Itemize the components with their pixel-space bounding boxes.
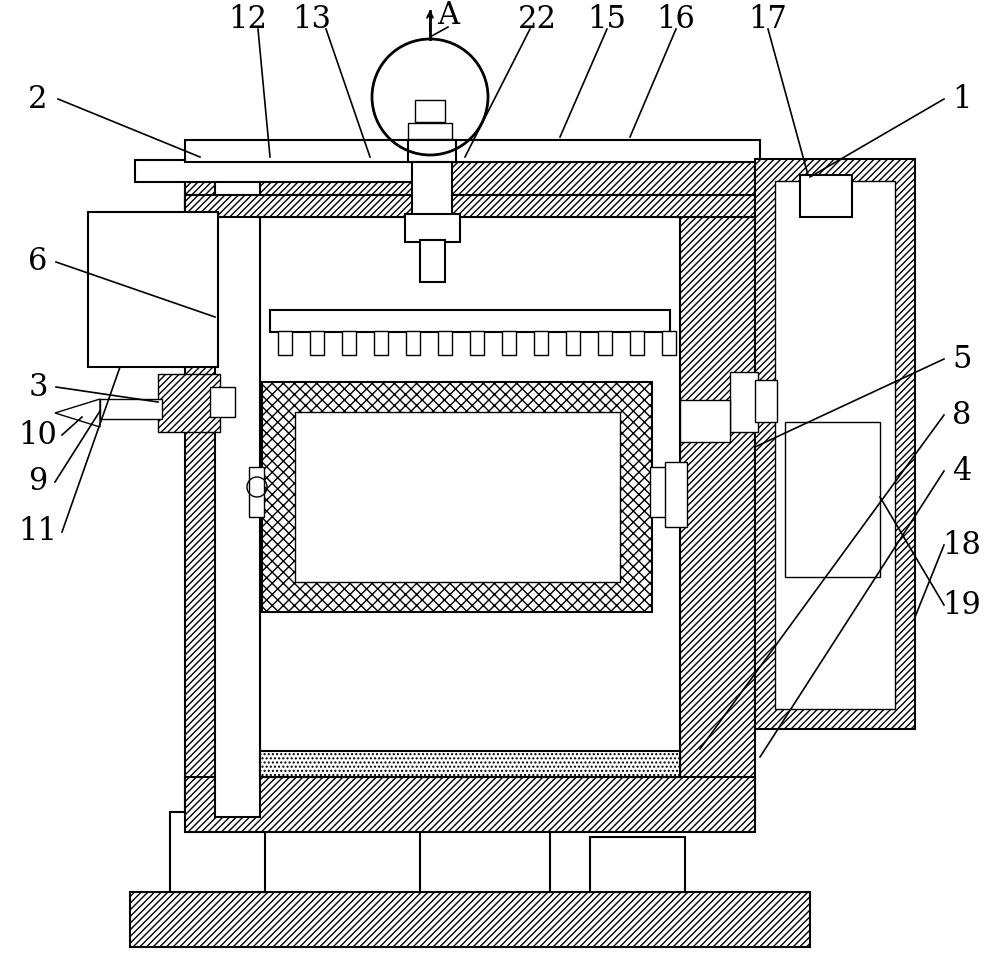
Bar xyxy=(260,217,680,777)
Bar xyxy=(295,412,620,582)
Bar xyxy=(502,331,516,355)
Text: 2: 2 xyxy=(28,83,48,114)
Bar xyxy=(185,187,260,812)
Text: A: A xyxy=(437,0,459,30)
Bar xyxy=(800,175,852,217)
Bar xyxy=(135,160,430,182)
Bar xyxy=(278,331,292,355)
Bar xyxy=(785,422,880,577)
Bar xyxy=(88,212,218,367)
Text: 16: 16 xyxy=(657,4,695,34)
Bar xyxy=(408,140,456,162)
Bar xyxy=(470,331,484,355)
Bar xyxy=(170,812,265,892)
Bar xyxy=(405,214,460,242)
Bar xyxy=(158,374,220,432)
Bar xyxy=(210,387,235,417)
Bar xyxy=(662,331,676,355)
Bar xyxy=(100,399,162,419)
Bar xyxy=(566,331,580,355)
Text: 6: 6 xyxy=(28,246,48,277)
Polygon shape xyxy=(55,399,100,427)
Bar xyxy=(775,181,895,709)
Text: 19: 19 xyxy=(943,589,981,620)
Text: 1: 1 xyxy=(952,83,972,114)
Bar xyxy=(412,162,452,217)
Bar xyxy=(755,159,915,729)
Bar xyxy=(262,382,652,612)
Bar xyxy=(270,310,670,332)
Bar xyxy=(342,331,356,355)
Bar xyxy=(420,240,445,282)
Bar xyxy=(310,331,324,355)
Bar xyxy=(630,331,644,355)
Bar xyxy=(415,100,445,122)
Bar xyxy=(534,331,548,355)
Text: 12: 12 xyxy=(228,4,268,34)
Bar xyxy=(598,331,612,355)
Bar xyxy=(185,162,755,217)
Bar xyxy=(215,157,260,817)
Bar xyxy=(185,195,755,217)
Text: 5: 5 xyxy=(952,344,972,374)
Bar xyxy=(665,462,687,527)
Bar xyxy=(185,140,760,162)
Bar xyxy=(438,331,452,355)
Text: 15: 15 xyxy=(588,4,626,34)
Text: 3: 3 xyxy=(28,371,48,403)
Bar xyxy=(249,467,264,517)
Bar xyxy=(755,380,777,422)
Bar xyxy=(680,187,755,812)
Bar xyxy=(408,123,452,139)
Bar xyxy=(374,331,388,355)
Text: 10: 10 xyxy=(19,419,57,450)
Text: 11: 11 xyxy=(18,517,58,547)
Bar xyxy=(590,837,685,892)
Bar xyxy=(185,777,755,832)
Bar xyxy=(420,797,550,892)
Text: 13: 13 xyxy=(292,4,332,34)
Text: 18: 18 xyxy=(943,530,981,561)
Text: 17: 17 xyxy=(749,4,787,34)
Bar xyxy=(260,751,680,777)
Text: 22: 22 xyxy=(518,4,556,34)
Bar xyxy=(130,892,810,947)
Bar xyxy=(406,331,420,355)
Bar xyxy=(650,467,668,517)
Text: 8: 8 xyxy=(952,400,972,431)
Text: 9: 9 xyxy=(28,466,48,497)
Bar xyxy=(680,400,730,442)
Text: 4: 4 xyxy=(952,455,972,487)
Bar xyxy=(730,372,758,432)
